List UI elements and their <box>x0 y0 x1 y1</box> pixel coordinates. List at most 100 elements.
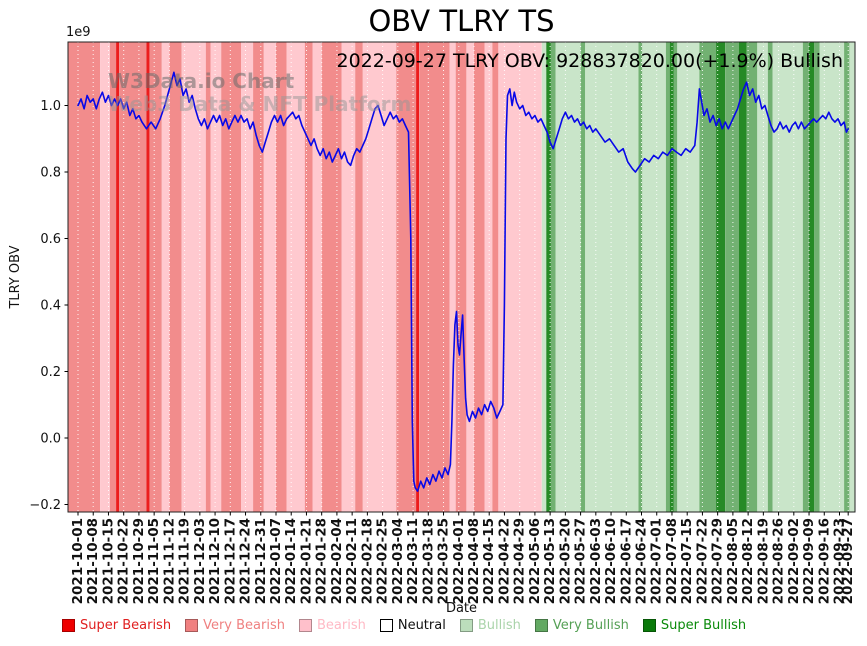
band-very_bullish <box>665 42 670 512</box>
x-tick-label: 2022-03-11 <box>405 518 421 604</box>
band-very_bullish <box>767 42 773 512</box>
x-tick-label: 2022-01-21 <box>299 518 315 604</box>
x-tick-label: 2022-05-27 <box>573 518 589 604</box>
x-tick-label: 2021-12-24 <box>238 518 254 604</box>
y-axis-offset-label: 1e9 <box>66 25 91 40</box>
x-tick-label: 2022-09-27 <box>840 518 856 604</box>
sentiment-bands <box>68 42 855 512</box>
x-tick-label: 2022-02-18 <box>359 518 375 604</box>
x-tick-label: 2022-08-12 <box>740 518 756 604</box>
band-very_bullish <box>638 42 643 512</box>
band-bullish <box>819 42 845 512</box>
band-very_bullish <box>550 42 556 512</box>
legend-swatch-bearish <box>298 619 312 632</box>
band-very_bearish <box>492 42 499 512</box>
x-tick-label: 2022-01-14 <box>283 518 299 604</box>
y-tick-label: 0.4 <box>40 299 61 314</box>
x-tick-label: 2022-07-15 <box>679 518 695 604</box>
x-tick-label: 2022-09-16 <box>816 518 832 604</box>
x-tick-label: 2022-07-01 <box>649 518 665 604</box>
x-tick-label: 2021-10-22 <box>116 518 132 604</box>
band-very_bullish <box>673 42 678 512</box>
legend-label-super_bullish: Super Bullish <box>660 618 747 633</box>
legend: Super Bearish Very Bearish Bearish Neutral B… <box>62 618 822 633</box>
x-tick-label: 2021-10-15 <box>101 518 117 604</box>
band-bearish <box>312 42 322 512</box>
y-tick-label: 0.2 <box>40 365 61 380</box>
band-very_bearish <box>68 42 101 512</box>
legend-item-super_bullish: Super Bullish <box>642 618 747 633</box>
x-tick-label: 2022-08-19 <box>755 518 771 604</box>
band-very_bearish <box>304 42 313 512</box>
band-very_bearish <box>396 42 417 512</box>
x-tick-label: 2021-11-05 <box>146 518 162 604</box>
x-tick-label: 2022-07-29 <box>710 518 726 604</box>
band-very_bearish <box>419 42 450 512</box>
band-bearish <box>161 42 170 512</box>
x-tick-label: 2022-04-15 <box>481 518 497 604</box>
y-tick-label: 0.6 <box>40 232 61 247</box>
band-super_bullish <box>669 42 674 512</box>
x-tick-label: 2022-06-24 <box>634 518 650 604</box>
legend-swatch-bullish <box>459 619 473 632</box>
x-tick-label: 2021-12-31 <box>253 518 269 604</box>
x-tick-label: 2022-04-29 <box>512 518 528 604</box>
band-very_bullish <box>802 42 809 512</box>
band-bullish <box>541 42 547 512</box>
legend-item-super_bearish: Super Bearish <box>62 618 171 633</box>
latest-value-annotation: 2022-09-27 TLRY OBV: 928837820.00(+1.9%)… <box>336 50 844 72</box>
x-tick-label: 2022-02-11 <box>344 518 360 604</box>
x-axis-ticks: 2021-10-01 2021-10-08 2021-10-15 2021-10-22… <box>70 512 856 604</box>
y-axis-ticks: 1.0 0.8 0.6 0.4 0.2 0.0 −0.2 <box>29 99 68 513</box>
band-very_bullish <box>580 42 586 512</box>
band-bullish <box>555 42 581 512</box>
legend-label-very_bearish: Very Bearish <box>203 618 285 633</box>
band-very_bearish <box>169 42 182 512</box>
band-very_bearish <box>205 42 211 512</box>
x-tick-label: 2021-12-17 <box>222 518 238 604</box>
band-very_bearish <box>253 42 264 512</box>
band-bearish <box>286 42 305 512</box>
x-tick-label: 2021-12-03 <box>192 518 208 604</box>
legend-swatch-very_bearish <box>185 619 199 632</box>
x-tick-label: 2022-05-20 <box>557 518 573 604</box>
legend-item-bearish: Bearish <box>298 618 366 633</box>
x-tick-label: 2022-06-17 <box>618 518 634 604</box>
x-tick-label: 2022-03-25 <box>436 518 452 604</box>
band-bullish <box>677 42 700 512</box>
band-very_bearish <box>119 42 147 512</box>
plot-frame <box>67 41 856 513</box>
band-very_bullish <box>746 42 758 512</box>
legend-item-very_bullish: Very Bullish <box>534 618 629 633</box>
legend-label-super_bearish: Super Bearish <box>80 618 172 633</box>
legend-label-bearish: Bearish <box>316 618 366 633</box>
chart-title: OBV TLRY TS <box>368 4 555 38</box>
band-bullish <box>772 42 803 512</box>
x-axis-label: Date <box>445 601 478 616</box>
y-tick-label: 0.0 <box>40 432 61 447</box>
band-bearish <box>466 42 474 512</box>
band-very_bullish <box>844 42 850 512</box>
band-super_bullish <box>546 42 551 512</box>
x-tick-label: 2022-01-28 <box>314 518 330 604</box>
x-tick-label: 2022-09-02 <box>786 518 802 604</box>
y-tick-label: 1.0 <box>40 99 61 114</box>
x-tick-label: 2022-09-23 <box>832 518 848 604</box>
legend-swatch-super_bearish <box>62 619 75 632</box>
x-tick-label: 2022-08-05 <box>725 518 741 604</box>
band-bearish <box>362 42 397 512</box>
x-tick-label: 2021-12-10 <box>207 518 223 604</box>
band-bearish <box>263 42 276 512</box>
band-very_bearish <box>221 42 241 512</box>
x-tick-label: 2021-10-29 <box>131 518 147 604</box>
x-tick-label: 2021-10-01 <box>70 518 86 604</box>
band-bullish <box>849 42 855 512</box>
band-bullish <box>642 42 666 512</box>
band-bullish <box>757 42 768 512</box>
x-tick-label: 2022-03-18 <box>420 518 436 604</box>
band-very_bullish <box>814 42 820 512</box>
x-tick-label: 2021-11-12 <box>161 518 177 604</box>
x-tick-label: 2022-04-22 <box>496 518 512 604</box>
